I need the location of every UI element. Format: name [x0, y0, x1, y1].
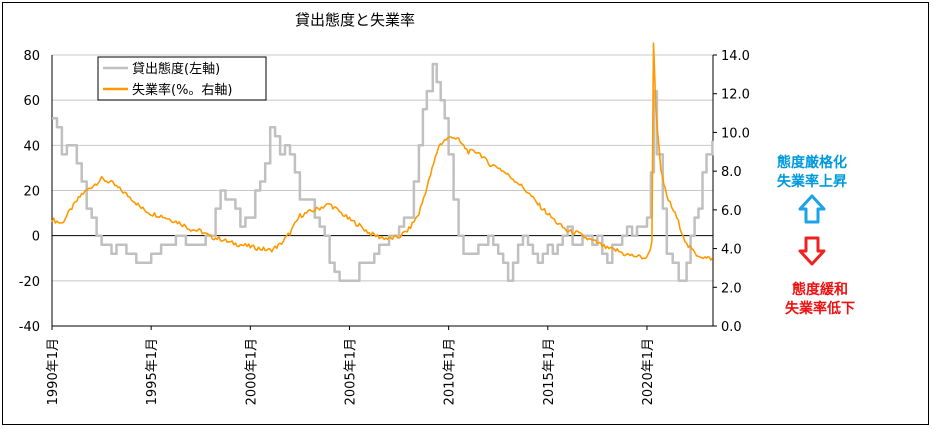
left-tick-label: 0	[32, 230, 40, 245]
left-tick-label: -40	[19, 320, 40, 335]
legend-label-unemployment: 失業率(%。右軸)	[132, 82, 233, 98]
left-tick-label: 80	[23, 49, 40, 64]
legend-label-lending: 貸出態度(左軸)	[132, 61, 220, 77]
legend-box	[97, 56, 267, 101]
tightening-annotation-line1: 態度厳格化	[777, 155, 847, 171]
right-tick-label: 8.0	[721, 165, 742, 180]
series-line-unemployment	[51, 42, 713, 261]
right-tick-label: 10.0	[721, 126, 750, 141]
x-tick-label: 1990年1月	[46, 338, 61, 405]
right-tick-label: 2.0	[721, 281, 742, 296]
right-axis: 14.0 12.0 10.0 8.0 6.0 4.0 2.0 0.0	[713, 49, 750, 335]
right-tick-label: 4.0	[721, 243, 742, 258]
series-line-lending-attitude	[52, 62, 714, 283]
right-tick-label: 6.0	[721, 204, 742, 219]
left-tick-label: 20	[23, 185, 40, 200]
left-tick-label: 40	[23, 139, 40, 154]
left-tick-label: 60	[23, 94, 40, 109]
easing-annotation-line2: 失業率低下	[785, 301, 855, 317]
x-axis: 1990年1月 1995年1月 2000年1月 2005年1月 2010年1月 2015年…	[46, 326, 656, 405]
x-tick-label: 2010年1月	[443, 338, 458, 405]
up-arrow-icon	[798, 194, 826, 224]
easing-annotation: 態度緩和 失業率低下	[765, 281, 875, 319]
series-layer	[51, 42, 714, 283]
chart-title: 貸出態度と失業率	[295, 11, 415, 29]
down-arrow-icon	[798, 236, 826, 266]
x-tick-label: 2000年1月	[244, 338, 259, 405]
right-tick-label: 0.0	[721, 320, 742, 335]
right-tick-label: 14.0	[721, 49, 750, 64]
x-tick-label: 2020年1月	[641, 338, 656, 405]
x-tick-label: 2015年1月	[542, 338, 557, 405]
x-tick-label: 2005年1月	[343, 338, 358, 405]
left-axis: 80 60 40 20 0 -20 -40	[19, 49, 40, 335]
left-tick-label: -20	[19, 275, 40, 290]
legend: 貸出態度(左軸) 失業率(%。右軸)	[97, 56, 267, 101]
right-tick-label: 12.0	[721, 88, 750, 103]
tightening-annotation-line2: 失業率上昇	[777, 174, 847, 190]
tightening-annotation: 態度厳格化 失業率上昇	[765, 154, 859, 192]
easing-annotation-line1: 態度緩和	[792, 282, 848, 298]
x-tick-label: 1995年1月	[145, 338, 160, 405]
